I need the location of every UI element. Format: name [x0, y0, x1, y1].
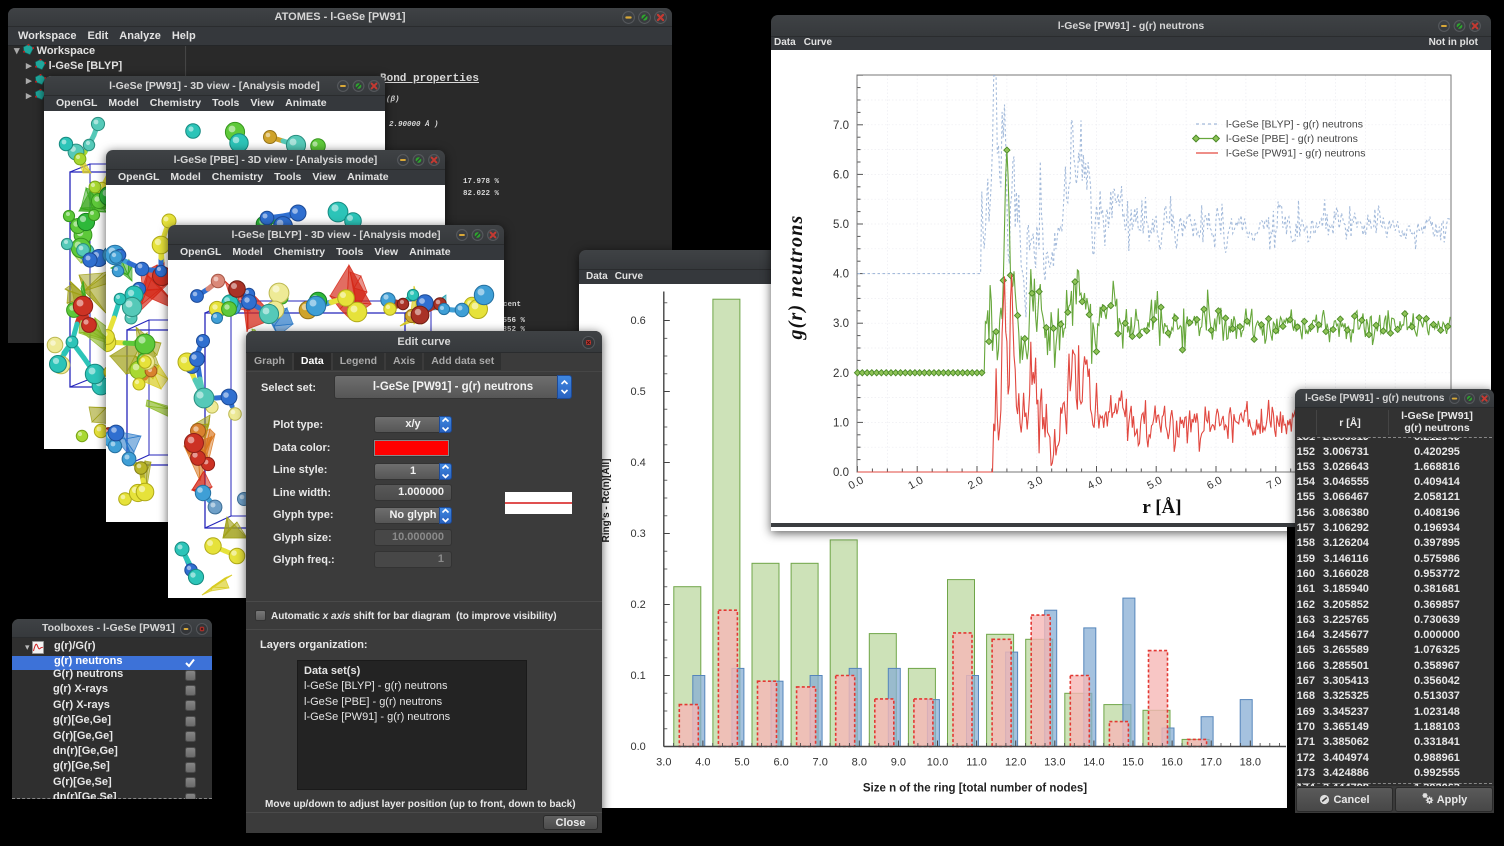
svg-text:16.0: 16.0 — [1161, 756, 1182, 768]
svg-text:14.0: 14.0 — [1083, 756, 1104, 768]
svg-text:6.0: 6.0 — [1205, 474, 1224, 492]
svg-text:0.3: 0.3 — [631, 528, 646, 540]
svg-text:g(r) neutrons: g(r) neutrons — [785, 214, 807, 340]
svg-text:4.0: 4.0 — [1086, 474, 1105, 492]
svg-text:3.0: 3.0 — [656, 756, 671, 768]
svg-text:r [Å]: r [Å] — [1142, 497, 1181, 518]
svg-text:Ring's - Rc(n)[All]: Ring's - Rc(n)[All] — [601, 458, 612, 542]
svg-text:l-GeSe [BLYP] - g(r) neutrons: l-GeSe [BLYP] - g(r) neutrons — [1226, 119, 1363, 131]
svg-text:2.0: 2.0 — [966, 474, 985, 492]
svg-text:10.0: 10.0 — [927, 756, 948, 768]
svg-text:0.1: 0.1 — [631, 670, 646, 682]
svg-text:l-GeSe [PW91] - g(r) neutrons: l-GeSe [PW91] - g(r) neutrons — [1226, 148, 1365, 160]
svg-text:5.0: 5.0 — [833, 219, 849, 231]
svg-text:0.5: 0.5 — [631, 386, 646, 398]
svg-text:12.0: 12.0 — [1005, 756, 1026, 768]
svg-text:1.0: 1.0 — [906, 474, 925, 492]
svg-text:0.0: 0.0 — [631, 741, 646, 753]
svg-text:17.0: 17.0 — [1200, 756, 1221, 768]
svg-text:0.2: 0.2 — [631, 599, 646, 611]
svg-text:Size n of the ring [total numb: Size n of the ring [total number of node… — [863, 782, 1087, 794]
svg-text:0.6: 0.6 — [631, 315, 646, 327]
svg-text:7.0: 7.0 — [833, 120, 849, 132]
svg-text:8.0: 8.0 — [852, 756, 867, 768]
svg-text:3.0: 3.0 — [1026, 474, 1045, 492]
svg-text:6.0: 6.0 — [773, 756, 788, 768]
svg-text:2.0: 2.0 — [833, 368, 849, 380]
svg-text:9.0: 9.0 — [891, 756, 906, 768]
svg-text:18.0: 18.0 — [1240, 756, 1261, 768]
svg-text:l-GeSe [PBE] - g(r) neutrons: l-GeSe [PBE] - g(r) neutrons — [1226, 133, 1358, 145]
svg-text:3.0: 3.0 — [833, 318, 849, 330]
svg-text:1.0: 1.0 — [833, 417, 849, 429]
svg-text:4.0: 4.0 — [695, 756, 710, 768]
svg-text:6.0: 6.0 — [833, 169, 849, 181]
svg-text:13.0: 13.0 — [1044, 756, 1065, 768]
svg-text:15.0: 15.0 — [1122, 756, 1143, 768]
svg-text:7.0: 7.0 — [813, 756, 828, 768]
svg-text:0.4: 0.4 — [631, 457, 646, 469]
svg-text:5.0: 5.0 — [1145, 474, 1164, 492]
svg-text:4.0: 4.0 — [833, 269, 849, 281]
svg-text:0.0: 0.0 — [833, 467, 849, 479]
svg-text:7.0: 7.0 — [1265, 474, 1284, 492]
svg-text:0.0: 0.0 — [847, 474, 866, 492]
svg-text:11.0: 11.0 — [966, 756, 987, 768]
svg-text:5.0: 5.0 — [734, 756, 749, 768]
